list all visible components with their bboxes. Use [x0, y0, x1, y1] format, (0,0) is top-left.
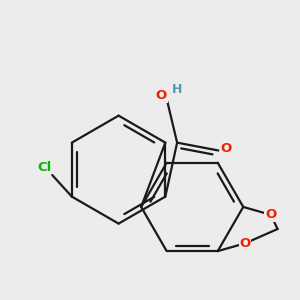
- Text: Cl: Cl: [37, 161, 52, 174]
- Text: H: H: [172, 83, 182, 96]
- Text: O: O: [220, 142, 232, 155]
- Text: O: O: [240, 237, 251, 250]
- Text: O: O: [156, 89, 167, 102]
- Text: O: O: [265, 208, 276, 221]
